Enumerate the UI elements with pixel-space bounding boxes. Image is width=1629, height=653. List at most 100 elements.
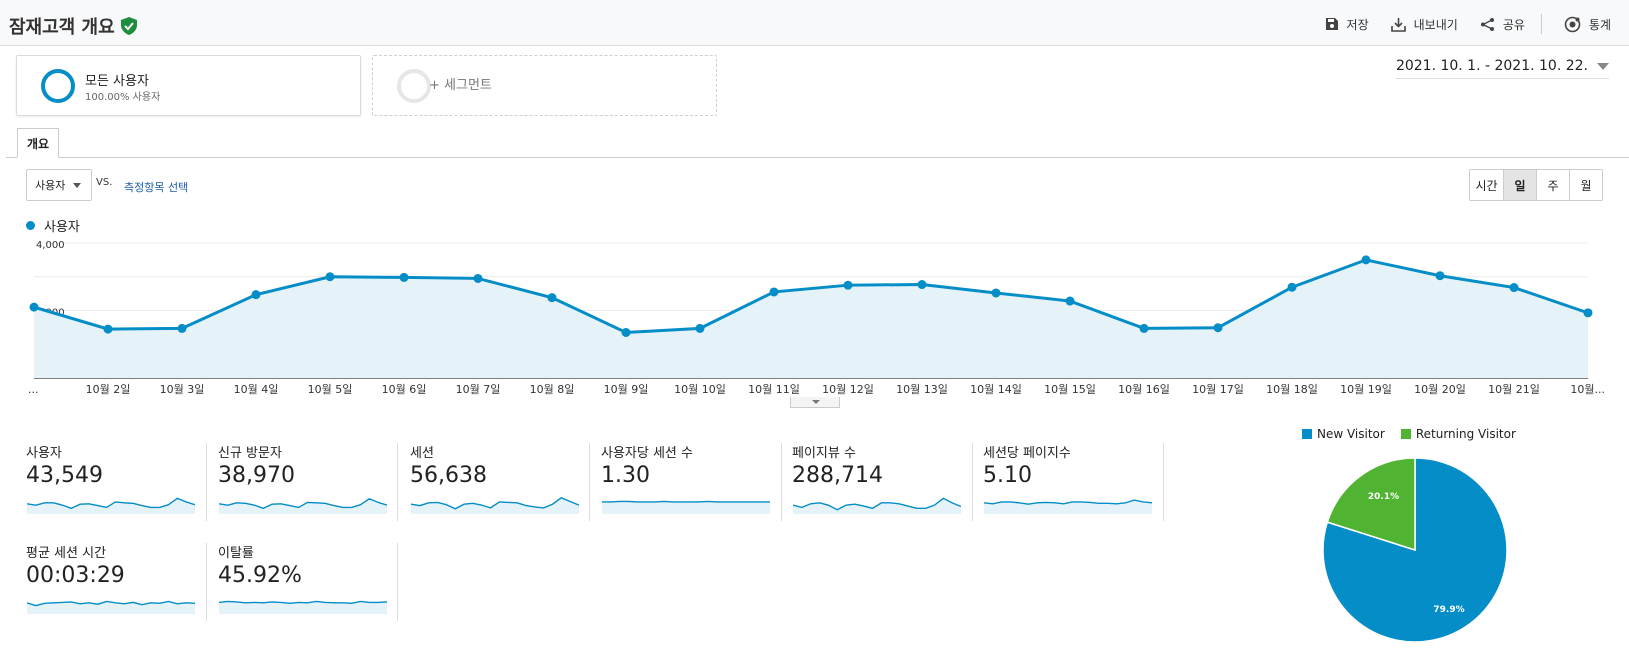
x-tick-label: 10월 19일 — [1340, 382, 1392, 396]
segment-ring-icon — [41, 69, 75, 103]
kpi-divider — [206, 543, 207, 621]
metric-dropdown[interactable]: 사용자 — [26, 169, 92, 201]
sparkline-line — [27, 497, 195, 510]
export-label: 내보내기 — [1413, 17, 1458, 32]
x-tick-label: 10월 17일 — [1192, 382, 1244, 396]
x-tick-label: 10월 10일 — [674, 382, 726, 396]
kpi-value: 56,638 — [410, 463, 487, 488]
data-point[interactable] — [473, 273, 483, 283]
kpi-sparkline — [219, 600, 387, 614]
kpi-card[interactable]: 세션 56,638 — [410, 442, 595, 534]
pie-slice-returning-visitor[interactable] — [1326, 457, 1416, 552]
kpi-sparkline — [27, 600, 195, 614]
export-button[interactable]: 내보내기 — [1390, 16, 1458, 33]
kpi-card[interactable]: 세션당 페이지수 5.10 — [983, 442, 1168, 534]
data-point[interactable] — [769, 287, 779, 297]
x-tick-label: 10월 4일 — [234, 382, 279, 396]
share-button[interactable]: 공유 — [1480, 16, 1525, 33]
kpi-sparkline — [27, 497, 195, 514]
x-tick-label: 10월 2일 — [86, 382, 131, 396]
sparkline-area — [219, 601, 387, 614]
pie-legend: New Visitor Returning Visitor — [1302, 427, 1516, 441]
legend-series-name: 사용자 — [44, 220, 80, 235]
sparkline-line — [411, 497, 579, 510]
kpi-value: 288,714 — [792, 463, 883, 488]
time-hour-button[interactable]: 시간 — [1470, 170, 1503, 200]
tab-overview[interactable]: 개요 — [17, 128, 59, 158]
data-point[interactable] — [251, 290, 261, 300]
series-line — [33, 258, 1589, 334]
pie-slice-label: 20.1% — [1368, 492, 1399, 502]
x-tick-label: 10월 18일 — [1266, 382, 1318, 396]
kpi-card[interactable]: 평균 세션 시간 00:03:29 — [26, 542, 211, 634]
sparkline-line — [219, 600, 387, 605]
data-point[interactable] — [695, 323, 705, 333]
collapse-chart-handle[interactable] — [790, 397, 840, 408]
series-area — [34, 259, 1588, 378]
data-point[interactable] — [843, 280, 853, 290]
choose-metric-link[interactable]: 측정항목 선택 — [124, 181, 189, 194]
kpi-card[interactable]: 사용자당 세션 수 1.30 — [601, 442, 786, 534]
legend-dot — [26, 221, 35, 230]
download-icon — [1390, 17, 1406, 32]
x-tick-label: 10월 8일 — [530, 382, 575, 396]
time-month-button[interactable]: 월 — [1569, 170, 1602, 200]
insights-icon — [1564, 16, 1581, 32]
kpi-label: 사용자 — [26, 446, 62, 461]
data-point[interactable] — [1509, 283, 1519, 293]
data-point[interactable] — [621, 327, 631, 337]
sparkline-area — [27, 498, 195, 514]
save-button[interactable]: 저장 — [1325, 16, 1369, 33]
data-point[interactable] — [1139, 323, 1149, 333]
data-point[interactable] — [547, 293, 557, 303]
time-day-button[interactable]: 일 — [1503, 170, 1536, 200]
segment-all-users[interactable]: 모든 사용자 100.00% 사용자 — [16, 55, 361, 116]
share-icon — [1480, 17, 1494, 31]
data-point[interactable] — [991, 288, 1001, 298]
data-point[interactable] — [103, 324, 113, 334]
sparkline-area — [219, 498, 387, 514]
kpi-card[interactable]: 이탈률 45.92% — [218, 542, 403, 634]
data-point[interactable] — [1065, 296, 1075, 306]
kpi-label: 신규 방문자 — [218, 446, 282, 461]
data-point[interactable] — [1361, 255, 1371, 265]
chevron-down-icon — [1597, 62, 1609, 70]
kpi-card[interactable]: 사용자 43,549 — [26, 442, 211, 534]
legend-swatch-returning — [1400, 429, 1411, 439]
kpi-card[interactable]: 페이지뷰 수 288,714 — [792, 442, 977, 534]
data-point[interactable] — [1287, 282, 1297, 292]
data-point[interactable] — [325, 272, 335, 282]
kpi-divider — [781, 443, 782, 521]
x-tick-label: 10월 6일 — [382, 382, 427, 396]
kpi-label: 평균 세션 시간 — [26, 546, 107, 561]
x-tick-label: 10월 12일 — [822, 382, 874, 396]
time-granularity-group: 시간 일 주 월 — [1469, 169, 1603, 201]
data-point[interactable] — [29, 302, 39, 312]
save-label: 저장 — [1346, 17, 1369, 32]
insights-button[interactable]: 통계 — [1564, 16, 1611, 33]
kpi-value: 5.10 — [983, 463, 1032, 488]
add-segment-card[interactable]: + 세그먼트 — [372, 55, 717, 116]
x-tick-label: ... — [28, 383, 39, 396]
sparkline-line — [27, 600, 195, 607]
kpi-card[interactable]: 신규 방문자 38,970 — [218, 442, 403, 534]
kpi-value: 43,549 — [26, 463, 103, 488]
data-point[interactable] — [399, 272, 409, 282]
data-point[interactable] — [1435, 271, 1445, 281]
x-tick-label: 10월 20일 — [1414, 382, 1466, 396]
time-week-button[interactable]: 주 — [1536, 170, 1569, 200]
x-tick-label: 10월 7일 — [456, 382, 501, 396]
y-tick-label: 4,000 — [36, 240, 65, 251]
data-point[interactable] — [177, 323, 187, 333]
data-point[interactable] — [1583, 308, 1593, 318]
kpi-sparkline — [984, 499, 1152, 514]
date-range-picker[interactable]: 2021. 10. 1. - 2021. 10. 22. — [1395, 58, 1609, 79]
kpi-divider — [972, 443, 973, 521]
data-point[interactable] — [1213, 323, 1223, 333]
legend-returning-visitor: Returning Visitor — [1415, 427, 1516, 441]
kpi-sparkline — [602, 500, 770, 514]
date-range-text: 2021. 10. 1. - 2021. 10. 22. — [1395, 58, 1588, 74]
data-point[interactable] — [917, 280, 927, 290]
page-title-text: 잠재고객 개요 — [9, 17, 115, 38]
x-tick-label: 10월 21일 — [1488, 382, 1540, 396]
